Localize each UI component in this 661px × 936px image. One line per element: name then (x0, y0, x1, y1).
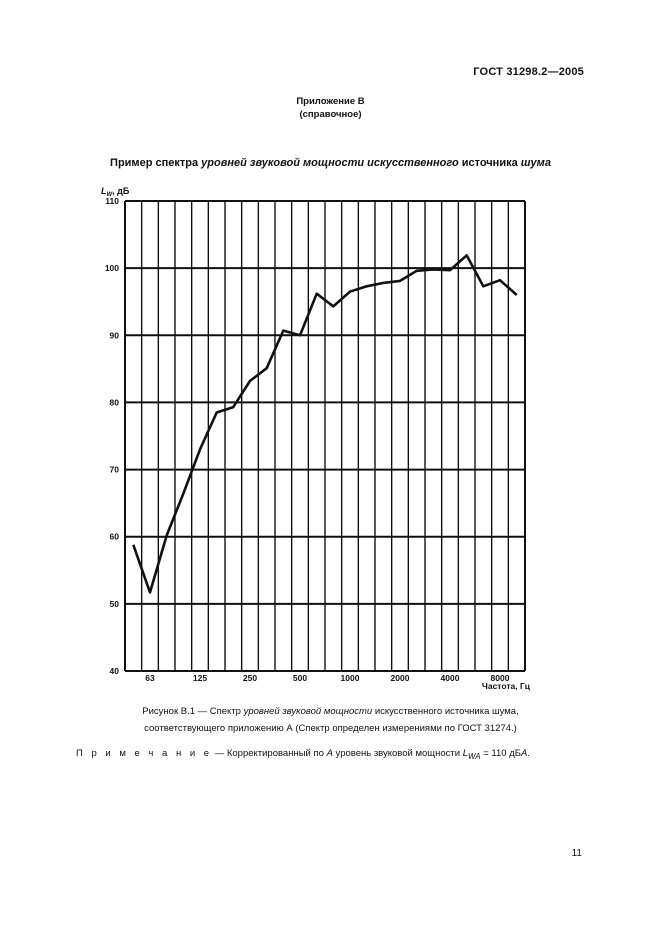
caption-line1-part1: Рисунок В.1 — Спектр (142, 706, 244, 717)
x-tick-label: 4000 (441, 673, 460, 683)
figure-title-part3: источника (458, 157, 521, 169)
x-tick-label: 125 (193, 673, 207, 683)
spectrum-series-line (132, 254, 518, 594)
figure-caption: Рисунок В.1 — Спектр уровней звуковой мо… (0, 703, 661, 737)
y-tick-label: 70 (110, 465, 120, 475)
y-tick-label: 80 (110, 397, 120, 407)
y-tick-label: 100 (105, 263, 119, 273)
y-tick-label: 60 (110, 532, 120, 542)
document-header: ГОСТ 31298.2—2005 (473, 66, 584, 78)
caption-line1-italic: уровней звуковой мощности (243, 706, 373, 717)
note-italic-a: А (326, 748, 333, 759)
note-text1: — Корректированный по (212, 748, 327, 759)
x-tick-labels: 63 125 250 500 1000 2000 4000 8000 (145, 673, 509, 683)
y-tick-label: 40 (110, 666, 120, 676)
note-symbol: L (462, 748, 468, 759)
y-tick-label: 90 (110, 330, 120, 340)
horizontal-gridlines (125, 200, 525, 672)
note-text4: . (527, 748, 530, 759)
y-tick-label: 50 (110, 599, 120, 609)
vertical-gridlines (124, 201, 526, 671)
caption-line1-part2: искусственного источника шума, (372, 706, 519, 717)
y-axis-label: LW, дБ (101, 186, 130, 198)
y-axis-label-unit: , дБ (112, 186, 130, 196)
figure-title-part1: Пример спектра (110, 157, 202, 169)
x-tick-label: 8000 (491, 673, 510, 683)
note-subscript: WA (467, 751, 481, 761)
spectrum-chart: LW, дБ 40 50 60 70 80 90 100 110 63 125 250 500 100… (101, 186, 531, 691)
note-italic-a2: А (520, 748, 528, 759)
figure-title-part2: уровней звуковой мощности искусственного (201, 157, 459, 169)
x-axis-label: Частота, Гц (482, 681, 531, 691)
note-label: П р и м е ч а н и е (76, 748, 213, 759)
annex-subtitle: (справочное) (299, 109, 362, 120)
caption-line-1: Рисунок В.1 — Спектр уровней звуковой мо… (0, 703, 661, 720)
x-tick-label: 63 (145, 673, 155, 683)
note-text3: = 110 дБ (480, 748, 521, 759)
figure-title-part4: шума (520, 157, 551, 169)
y-axis-label-symbol: L (101, 186, 107, 196)
y-axis-label-sub: W (107, 192, 114, 198)
x-tick-label: 2000 (391, 673, 410, 683)
note: П р и м е ч а н и е — Корректированный п… (76, 748, 530, 761)
annex-heading: Приложение В (справочное) (0, 95, 661, 121)
y-tick-label: 110 (105, 196, 119, 206)
caption-line-2: соответствующего приложению А (Спектр оп… (144, 723, 517, 734)
x-tick-label: 1000 (341, 673, 360, 683)
x-tick-label: 500 (293, 673, 307, 683)
x-tick-label: 250 (243, 673, 257, 683)
page-number: 11 (571, 848, 582, 859)
figure-title: Пример спектра уровней звуковой мощности… (0, 157, 661, 169)
annex-title: Приложение В (296, 96, 365, 107)
y-tick-labels: 40 50 60 70 80 90 100 110 (105, 196, 119, 676)
note-text2: уровень звуковой мощности (332, 748, 463, 759)
